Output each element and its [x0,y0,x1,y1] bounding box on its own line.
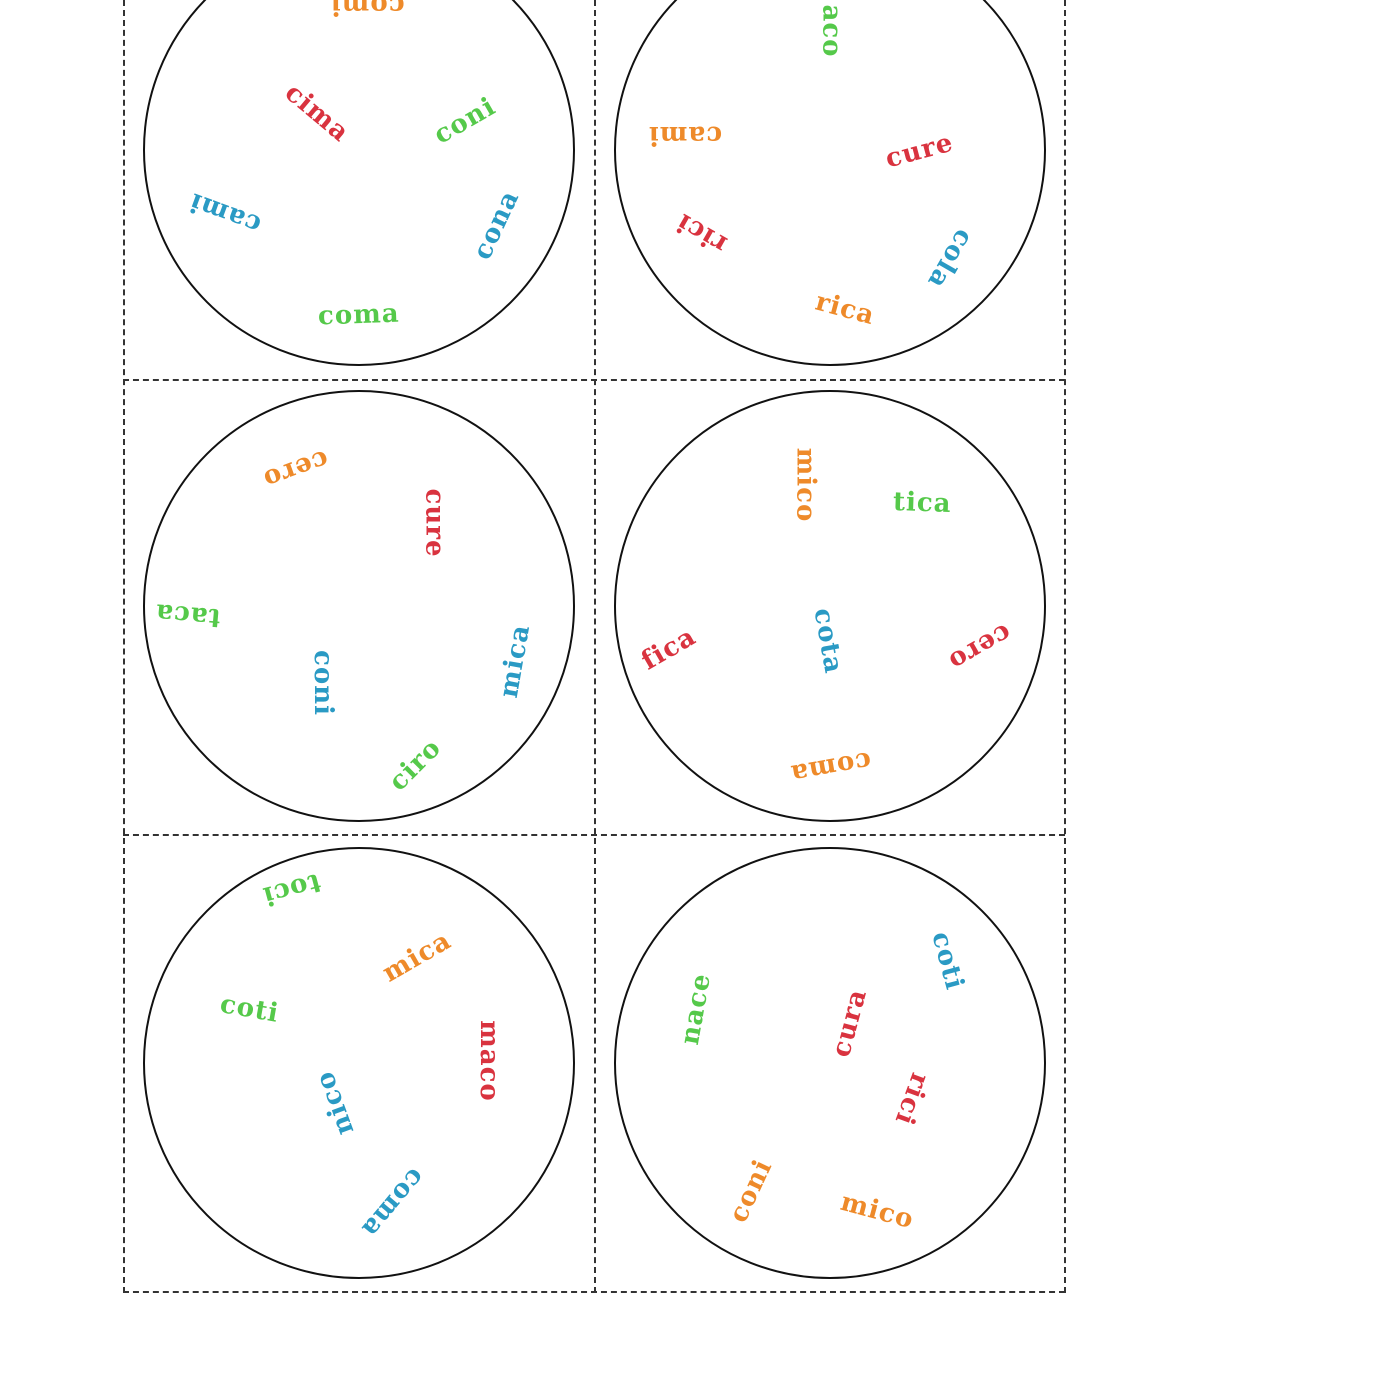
cut-line-bottom [123,1291,1065,1293]
word-card-4 [614,390,1046,822]
card-1-word: coma [317,298,401,332]
word-card-5 [143,847,575,1279]
card-3-word: taca [153,597,222,633]
card-4-word: tica [892,486,953,520]
card-1-word: comi [330,0,405,20]
cut-line-row-1 [123,379,1065,381]
card-3-word: cure [419,488,450,558]
cut-line-row-2 [123,834,1065,836]
card-2-word: aco [816,4,847,58]
card-3-word: coni [307,650,338,716]
card-2-word: cami [648,120,723,150]
word-card-6 [614,847,1046,1279]
card-5-word: maco [473,1020,504,1102]
cut-line-middle [594,0,596,1293]
cut-line-right [1064,0,1066,1293]
card-4-word: mico [790,447,821,523]
cut-line-left [123,0,125,1293]
word-card-3 [143,390,575,822]
